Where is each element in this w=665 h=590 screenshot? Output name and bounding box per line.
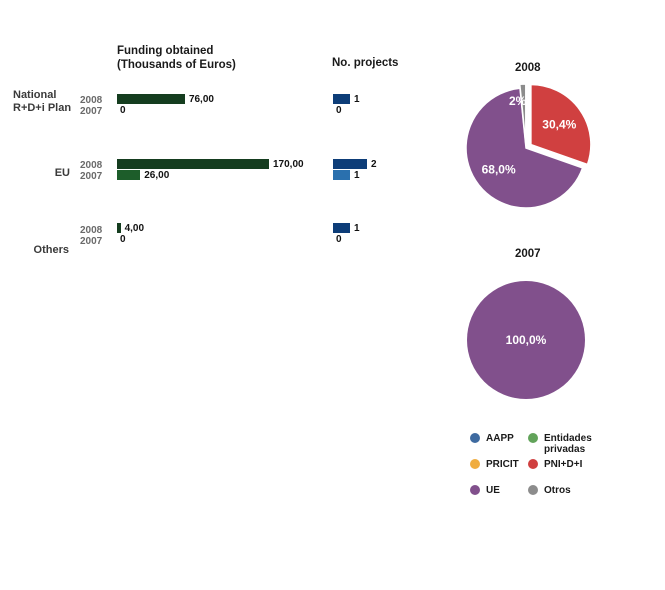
projects-value-label-2007-2: 0 bbox=[336, 234, 342, 245]
legend-item-pricit: PRICIT bbox=[470, 459, 556, 470]
funding-bar-2008-0 bbox=[117, 94, 185, 104]
funding-value-label-2008-1: 170,00 bbox=[273, 159, 304, 170]
row-label-national-line1: National bbox=[13, 89, 57, 101]
legend-swatch-entidades-privadas bbox=[528, 433, 538, 443]
legend-item-ue: UE bbox=[470, 485, 556, 496]
pie-2007-slice-0 bbox=[467, 281, 585, 399]
year-label-2007-national: 2007 bbox=[80, 106, 103, 117]
row-label-eu: EU bbox=[54, 167, 70, 179]
year-label-2007-eu: 2007 bbox=[80, 171, 103, 182]
pie-2008-title: 2008 bbox=[515, 62, 541, 74]
funding-bar-chart: 76,00 170,00 4,00 0 26,00 0 bbox=[117, 0, 317, 260]
pie-2007-title: 2007 bbox=[515, 248, 541, 260]
funding-value-label-2007-2: 0 bbox=[120, 234, 126, 245]
legend-swatch-otros bbox=[528, 485, 538, 495]
pie-2007-slice-label-0: 100,0% bbox=[506, 333, 547, 347]
year-label-2008-national: 2008 bbox=[80, 95, 103, 106]
legend-label-entidades-privadas: Entidades privadas bbox=[544, 433, 592, 455]
projects-value-label-2007-1: 1 bbox=[354, 170, 360, 181]
pie-2008-slice-0 bbox=[530, 84, 592, 166]
legend-label-pni: PNI+D+I bbox=[544, 459, 583, 470]
pie-2008-slice-label-2: 2% bbox=[509, 94, 527, 108]
pie-chart-2007: 100,0% bbox=[467, 281, 585, 399]
funding-header-line2: (Thousands of Euros) bbox=[117, 59, 236, 71]
funding-value-label-2008-2: 4,00 bbox=[124, 223, 145, 234]
pie-chart-2008: 30,4% 68,0% 2% bbox=[465, 84, 592, 209]
pie-2008-slice-1 bbox=[465, 87, 584, 209]
projects-value-label-2007-0: 0 bbox=[336, 105, 342, 116]
legend-item-otros: Otros bbox=[528, 485, 614, 496]
year-label-2008-others: 2008 bbox=[80, 225, 103, 236]
legend-swatch-pni bbox=[528, 459, 538, 469]
projects-bar-2008-0 bbox=[333, 94, 350, 104]
legend-swatch-aapp bbox=[470, 433, 480, 443]
legend-label-pricit: PRICIT bbox=[486, 459, 519, 470]
legend-label-aapp: AAPP bbox=[486, 433, 514, 444]
funding-header: Funding obtained (Thousands of Euros) bbox=[117, 44, 236, 72]
funding-value-label-2007-1: 26,00 bbox=[144, 170, 170, 181]
pie-2008-slice-2 bbox=[518, 84, 527, 145]
legend-label-otros: Otros bbox=[544, 485, 571, 496]
projects-bar-2008-1 bbox=[333, 159, 367, 169]
row-label-national: National R+D+i Plan bbox=[0, 89, 81, 115]
row-label-national-line2: R+D+i Plan bbox=[13, 102, 72, 114]
pie-2008-slice-label-0: 30,4% bbox=[542, 117, 576, 131]
projects-header: No. projects bbox=[332, 57, 399, 69]
funding-value-label-2007-0: 0 bbox=[120, 105, 126, 116]
projects-bar-2008-2 bbox=[333, 223, 350, 233]
legend-swatch-ue bbox=[470, 485, 480, 495]
legend-item-entidades-privadas: Entidades privadas bbox=[528, 433, 608, 455]
funding-bar-2007-1 bbox=[117, 170, 141, 180]
projects-value-label-2008-0: 1 bbox=[354, 94, 360, 105]
funding-header-line1: Funding obtained bbox=[117, 45, 214, 57]
projects-value-label-2008-2: 1 bbox=[354, 223, 360, 234]
year-label-2008-eu: 2008 bbox=[80, 160, 103, 171]
legend-item-pni: PNI+D+I bbox=[528, 459, 614, 470]
projects-bar-2007-1 bbox=[333, 170, 350, 180]
row-label-others: Others bbox=[33, 244, 69, 256]
year-label-2007-others: 2007 bbox=[80, 236, 103, 247]
legend-item-aapp: AAPP bbox=[470, 433, 556, 444]
funding-bar-2008-1 bbox=[117, 159, 269, 169]
legend-label-ue: UE bbox=[486, 485, 500, 496]
projects-value-label-2008-1: 2 bbox=[371, 159, 377, 170]
pie-2008-slice-label-1: 68,0% bbox=[482, 163, 516, 177]
legend-swatch-pricit bbox=[470, 459, 480, 469]
funding-bar-2008-2 bbox=[117, 223, 121, 233]
funding-value-label-2008-0: 76,00 bbox=[188, 94, 214, 105]
